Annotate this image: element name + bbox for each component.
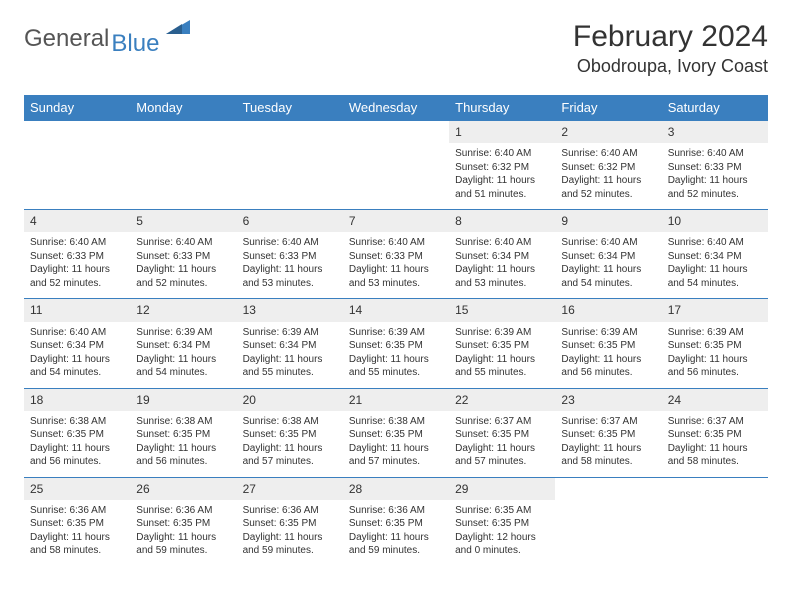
- day-detail-cell: [130, 143, 236, 210]
- weekday-header: Wednesday: [343, 95, 449, 121]
- day-detail-cell: [343, 143, 449, 210]
- day-number-cell: 16: [555, 299, 661, 322]
- day-detail-cell: Sunrise: 6:36 AMSunset: 6:35 PMDaylight:…: [343, 500, 449, 566]
- day-number-cell: [237, 121, 343, 144]
- day-detail-cell: Sunrise: 6:40 AMSunset: 6:34 PMDaylight:…: [24, 322, 130, 389]
- day-detail-cell: Sunrise: 6:40 AMSunset: 6:33 PMDaylight:…: [343, 232, 449, 299]
- day-detail-cell: Sunrise: 6:39 AMSunset: 6:35 PMDaylight:…: [449, 322, 555, 389]
- day-number-cell: 14: [343, 299, 449, 322]
- day-number-cell: [555, 477, 661, 500]
- logo-blue-block: Blue: [111, 20, 190, 58]
- day-detail-row: Sunrise: 6:38 AMSunset: 6:35 PMDaylight:…: [24, 411, 768, 478]
- day-detail-cell: Sunrise: 6:36 AMSunset: 6:35 PMDaylight:…: [24, 500, 130, 566]
- day-number-cell: 10: [662, 210, 768, 233]
- weekday-header: Friday: [555, 95, 661, 121]
- month-year: February 2024: [573, 20, 768, 54]
- day-number-cell: 9: [555, 210, 661, 233]
- day-detail-cell: Sunrise: 6:38 AMSunset: 6:35 PMDaylight:…: [130, 411, 236, 478]
- day-number-cell: 22: [449, 388, 555, 411]
- day-number-cell: 6: [237, 210, 343, 233]
- day-detail-cell: Sunrise: 6:40 AMSunset: 6:33 PMDaylight:…: [662, 143, 768, 210]
- weekday-header: Saturday: [662, 95, 768, 121]
- day-number-cell: 25: [24, 477, 130, 500]
- day-number-cell: 3: [662, 121, 768, 144]
- day-number-row: 2526272829: [24, 477, 768, 500]
- weekday-header: Thursday: [449, 95, 555, 121]
- calendar-table: Sunday Monday Tuesday Wednesday Thursday…: [24, 95, 768, 566]
- day-detail-cell: [662, 500, 768, 566]
- day-detail-row: Sunrise: 6:36 AMSunset: 6:35 PMDaylight:…: [24, 500, 768, 566]
- day-detail-cell: Sunrise: 6:35 AMSunset: 6:35 PMDaylight:…: [449, 500, 555, 566]
- day-number-cell: 21: [343, 388, 449, 411]
- day-detail-cell: Sunrise: 6:39 AMSunset: 6:34 PMDaylight:…: [130, 322, 236, 389]
- day-detail-row: Sunrise: 6:40 AMSunset: 6:34 PMDaylight:…: [24, 322, 768, 389]
- day-number-row: 18192021222324: [24, 388, 768, 411]
- logo-word-blue: Blue: [111, 30, 159, 58]
- day-number-cell: [130, 121, 236, 144]
- day-detail-cell: Sunrise: 6:40 AMSunset: 6:33 PMDaylight:…: [130, 232, 236, 299]
- day-detail-cell: Sunrise: 6:37 AMSunset: 6:35 PMDaylight:…: [449, 411, 555, 478]
- day-detail-cell: Sunrise: 6:37 AMSunset: 6:35 PMDaylight:…: [555, 411, 661, 478]
- day-detail-cell: Sunrise: 6:36 AMSunset: 6:35 PMDaylight:…: [130, 500, 236, 566]
- day-detail-cell: Sunrise: 6:40 AMSunset: 6:32 PMDaylight:…: [449, 143, 555, 210]
- day-number-cell: 8: [449, 210, 555, 233]
- day-number-row: 123: [24, 121, 768, 144]
- weekday-header: Sunday: [24, 95, 130, 121]
- day-number-cell: 20: [237, 388, 343, 411]
- day-detail-cell: [24, 143, 130, 210]
- day-number-cell: 5: [130, 210, 236, 233]
- day-number-cell: 15: [449, 299, 555, 322]
- day-detail-cell: Sunrise: 6:38 AMSunset: 6:35 PMDaylight:…: [24, 411, 130, 478]
- day-number-cell: 4: [24, 210, 130, 233]
- day-detail-cell: Sunrise: 6:37 AMSunset: 6:35 PMDaylight:…: [662, 411, 768, 478]
- title-block: February 2024 Obodroupa, Ivory Coast: [573, 20, 768, 77]
- day-detail-cell: Sunrise: 6:39 AMSunset: 6:35 PMDaylight:…: [662, 322, 768, 389]
- day-number-cell: 13: [237, 299, 343, 322]
- day-detail-cell: Sunrise: 6:39 AMSunset: 6:34 PMDaylight:…: [237, 322, 343, 389]
- day-detail-cell: Sunrise: 6:39 AMSunset: 6:35 PMDaylight:…: [343, 322, 449, 389]
- weekday-header-row: Sunday Monday Tuesday Wednesday Thursday…: [24, 95, 768, 121]
- day-detail-cell: Sunrise: 6:40 AMSunset: 6:34 PMDaylight:…: [449, 232, 555, 299]
- day-detail-cell: [237, 143, 343, 210]
- header: General Blue February 2024 Obodroupa, Iv…: [24, 20, 768, 77]
- location: Obodroupa, Ivory Coast: [573, 56, 768, 77]
- weekday-header: Tuesday: [237, 95, 343, 121]
- day-detail-cell: Sunrise: 6:40 AMSunset: 6:34 PMDaylight:…: [662, 232, 768, 299]
- day-number-cell: 7: [343, 210, 449, 233]
- day-detail-cell: Sunrise: 6:40 AMSunset: 6:33 PMDaylight:…: [24, 232, 130, 299]
- day-number-cell: [662, 477, 768, 500]
- calendar-body: 123Sunrise: 6:40 AMSunset: 6:32 PMDaylig…: [24, 121, 768, 566]
- day-number-cell: 11: [24, 299, 130, 322]
- day-number-row: 45678910: [24, 210, 768, 233]
- day-number-cell: 27: [237, 477, 343, 500]
- day-detail-cell: [555, 500, 661, 566]
- day-number-cell: 24: [662, 388, 768, 411]
- day-detail-cell: Sunrise: 6:40 AMSunset: 6:33 PMDaylight:…: [237, 232, 343, 299]
- day-number-cell: 26: [130, 477, 236, 500]
- day-detail-cell: Sunrise: 6:39 AMSunset: 6:35 PMDaylight:…: [555, 322, 661, 389]
- logo: General Blue: [24, 20, 190, 58]
- day-number-cell: 18: [24, 388, 130, 411]
- day-detail-cell: Sunrise: 6:40 AMSunset: 6:32 PMDaylight:…: [555, 143, 661, 210]
- day-number-cell: [24, 121, 130, 144]
- day-detail-row: Sunrise: 6:40 AMSunset: 6:33 PMDaylight:…: [24, 232, 768, 299]
- weekday-header: Monday: [130, 95, 236, 121]
- day-number-cell: 28: [343, 477, 449, 500]
- day-detail-cell: Sunrise: 6:38 AMSunset: 6:35 PMDaylight:…: [343, 411, 449, 478]
- day-number-cell: 17: [662, 299, 768, 322]
- day-number-cell: 29: [449, 477, 555, 500]
- day-number-cell: 1: [449, 121, 555, 144]
- day-number-row: 11121314151617: [24, 299, 768, 322]
- day-number-cell: 19: [130, 388, 236, 411]
- day-number-cell: 2: [555, 121, 661, 144]
- day-detail-cell: Sunrise: 6:38 AMSunset: 6:35 PMDaylight:…: [237, 411, 343, 478]
- day-number-cell: 23: [555, 388, 661, 411]
- day-number-cell: 12: [130, 299, 236, 322]
- day-detail-cell: Sunrise: 6:40 AMSunset: 6:34 PMDaylight:…: [555, 232, 661, 299]
- day-number-cell: [343, 121, 449, 144]
- day-detail-row: Sunrise: 6:40 AMSunset: 6:32 PMDaylight:…: [24, 143, 768, 210]
- triangle-icon: [166, 20, 190, 34]
- logo-word-general: General: [24, 25, 109, 53]
- day-detail-cell: Sunrise: 6:36 AMSunset: 6:35 PMDaylight:…: [237, 500, 343, 566]
